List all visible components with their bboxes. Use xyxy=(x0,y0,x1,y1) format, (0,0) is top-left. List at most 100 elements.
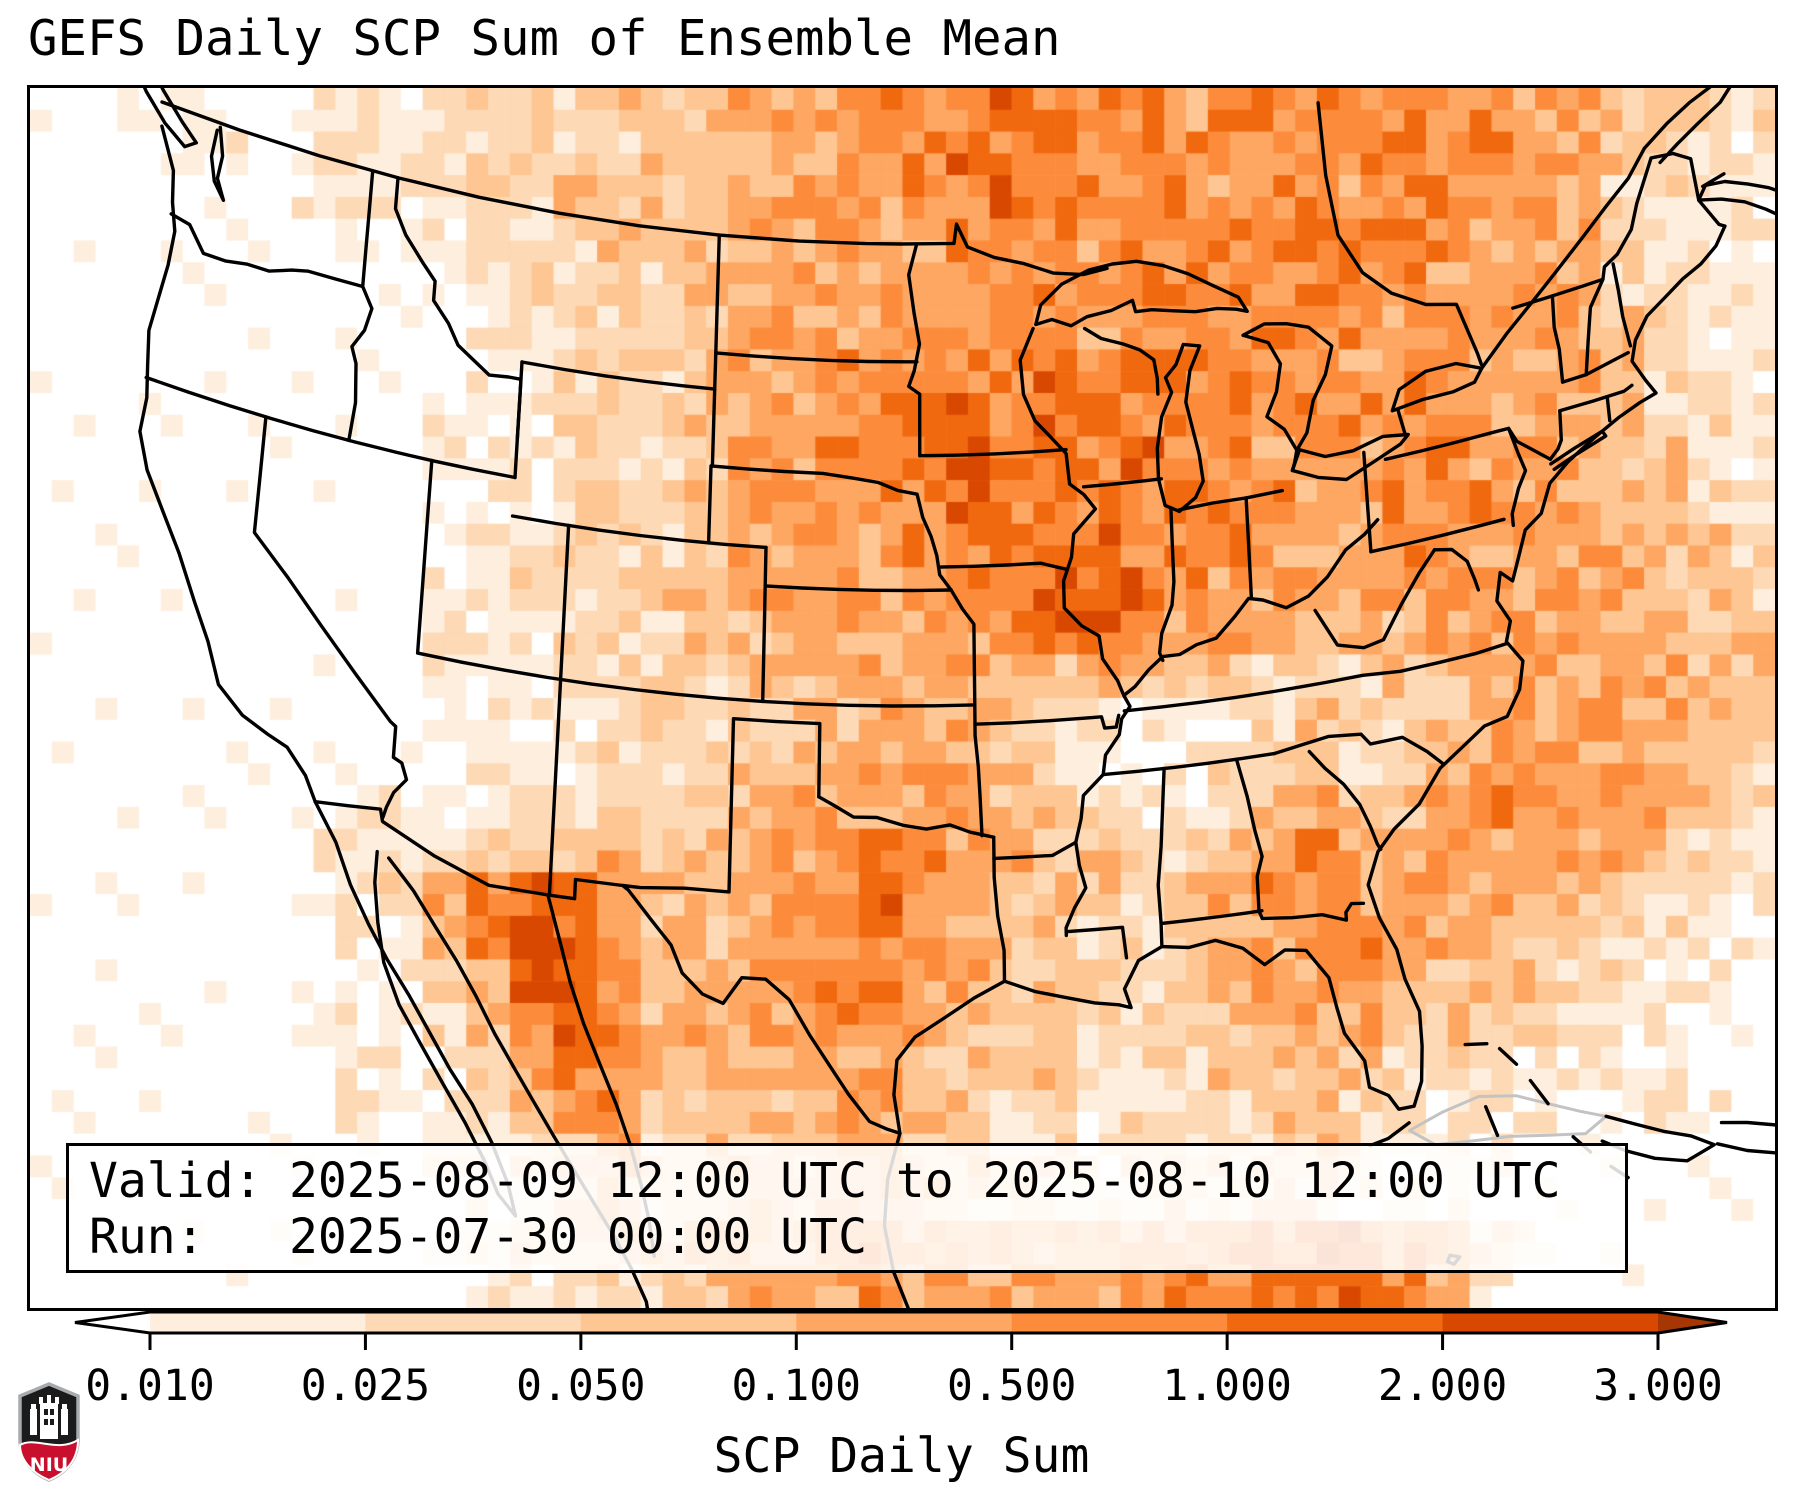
border-puget-sound xyxy=(209,125,226,202)
border-al-fl xyxy=(1159,909,1264,926)
colorbar-axis-label: SCP Daily Sum xyxy=(713,1428,1090,1484)
border-meridian-104 xyxy=(710,233,721,468)
niu-logo: NIU xyxy=(18,1382,80,1482)
border-us-mexico-border xyxy=(313,800,902,1135)
colorbar-tick-label: 0.025 xyxy=(301,1361,430,1411)
colorbar-segment xyxy=(1442,1312,1659,1333)
border-parallel-42n xyxy=(144,375,517,480)
border-ct-ri xyxy=(1605,395,1612,423)
border-sc-ga xyxy=(1307,749,1383,851)
border-lake-superior xyxy=(1034,259,1249,328)
border-tn-ms-al-ga xyxy=(1101,751,1276,777)
border-mo-river-ks xyxy=(949,588,977,707)
niu-castle-windows xyxy=(44,1409,54,1425)
border-bahama-2 xyxy=(1497,1046,1519,1066)
border-wv-va xyxy=(1313,548,1437,650)
border-st-lawrence xyxy=(1480,146,1646,370)
border-wi-mi-up xyxy=(1082,326,1160,396)
border-lake-michigan xyxy=(1155,342,1205,514)
border-cuba xyxy=(1408,1094,1608,1147)
border-il-in xyxy=(1157,506,1176,663)
valid-time-row: Valid: 2025-08-09 12:00 UTC to 2025-08-1… xyxy=(89,1153,1625,1209)
forecast-info-box: Valid: 2025-08-09 12:00 UTC to 2025-08-1… xyxy=(66,1143,1628,1273)
border-parallel-41n xyxy=(510,514,768,550)
border-delaware-river xyxy=(1506,426,1528,528)
border-ms-al xyxy=(1156,766,1166,949)
border-nv-ut xyxy=(415,458,434,655)
map-borders-layer xyxy=(138,88,1775,1308)
colorbar-tick-label: 0.500 xyxy=(947,1361,1076,1411)
border-bahama-1 xyxy=(1463,1042,1489,1047)
border-pacific-coast xyxy=(138,124,317,804)
border-nova-scotia-nb xyxy=(1697,179,1775,216)
border-mt-wy xyxy=(520,360,717,391)
border-ne-sd-mo-river xyxy=(710,464,953,592)
border-red-river-tx xyxy=(817,795,996,839)
border-me-nh xyxy=(1611,262,1633,348)
border-vt-ny xyxy=(1550,294,1565,384)
border-ontario-quebec xyxy=(1316,101,1484,367)
border-detroit-river xyxy=(1290,448,1299,473)
border-gaspe xyxy=(1642,88,1732,165)
border-ct-ny xyxy=(1548,409,1563,461)
border-hispaniola xyxy=(1715,1120,1775,1155)
border-potomac xyxy=(1432,547,1481,592)
border-tx-panhandle-nm xyxy=(621,717,822,894)
border-ma-nh xyxy=(1560,350,1630,384)
border-mo-ar xyxy=(973,713,1121,730)
border-lake-ontario xyxy=(1390,361,1484,413)
border-ca-nv-colorado-river xyxy=(252,415,409,820)
colorbar-tick-label: 0.050 xyxy=(516,1361,645,1411)
border-wy-ne xyxy=(706,464,713,545)
niu-logo-text: NIU xyxy=(30,1454,68,1476)
border-pa-md xyxy=(1369,517,1506,554)
border-wa-or xyxy=(169,212,365,289)
run-time-row: Run: 2025-07-30 00:00 UTC xyxy=(89,1209,1625,1265)
border-niagara-river xyxy=(1396,407,1408,437)
scp-heatmap-canvas xyxy=(30,88,1775,1308)
colorbar-under-arrow xyxy=(75,1312,150,1333)
border-cuba-east xyxy=(1600,1114,1716,1163)
colorbar-segment xyxy=(150,1312,366,1333)
run-label: Run: xyxy=(89,1209,205,1265)
figure-title: GEFS Daily SCP Sum of Ensemble Mean xyxy=(28,10,1061,67)
border-ut-co xyxy=(558,523,571,682)
border-az-nm xyxy=(547,677,563,897)
border-ga-al xyxy=(1234,757,1264,921)
colorbar-tick-label: 2.000 xyxy=(1378,1361,1507,1411)
border-red-river-mn xyxy=(907,242,922,458)
border-la-ar xyxy=(992,840,1078,861)
border-mn-ia xyxy=(918,447,1068,458)
border-id-mt-bitterroot xyxy=(393,176,523,441)
border-wi-il xyxy=(1081,477,1163,489)
border-border-45n-maine xyxy=(1511,151,1727,310)
border-pa-west xyxy=(1362,450,1373,554)
colorbar-tick-label: 0.100 xyxy=(732,1361,861,1411)
border-co-ne-ks xyxy=(761,545,768,704)
border-ny-pa-nj xyxy=(1383,426,1552,461)
colorbar-segment xyxy=(796,1312,1013,1333)
border-long-island xyxy=(1549,429,1608,471)
colorbar: 0.010 0.025 0.050 0.100 0.500 1.000 2.000 3.000 xyxy=(74,1310,1728,1411)
border-in-oh xyxy=(1244,496,1254,600)
border-tx-la xyxy=(992,835,1007,983)
colorbar-tick-label: 1.000 xyxy=(1162,1361,1291,1411)
border-wa-id xyxy=(361,169,375,289)
map-panel: Valid: 2025-08-09 12:00 UTC to 2025-08-1… xyxy=(27,85,1778,1311)
valid-label: Valid: xyxy=(89,1153,263,1209)
border-ohio-river xyxy=(1122,518,1380,698)
run-value: 2025-07-30 00:00 UTC xyxy=(289,1209,867,1265)
border-lake-erie xyxy=(1290,432,1410,482)
border-or-id-snake xyxy=(347,284,374,443)
colorbar-segment xyxy=(1011,1312,1228,1333)
border-nc-sc xyxy=(1272,732,1445,766)
border-ms-la xyxy=(1064,925,1129,960)
colorbar-tick-label: 3.000 xyxy=(1593,1361,1722,1411)
border-ga-fl xyxy=(1260,901,1366,922)
border-ma-ct-ri xyxy=(1558,383,1634,413)
colorbar-tick-label: 0.010 xyxy=(85,1361,214,1411)
colorbar-segment xyxy=(580,1312,797,1333)
border-canada-border-west xyxy=(160,100,1109,277)
border-ky-tn xyxy=(1122,687,1290,713)
